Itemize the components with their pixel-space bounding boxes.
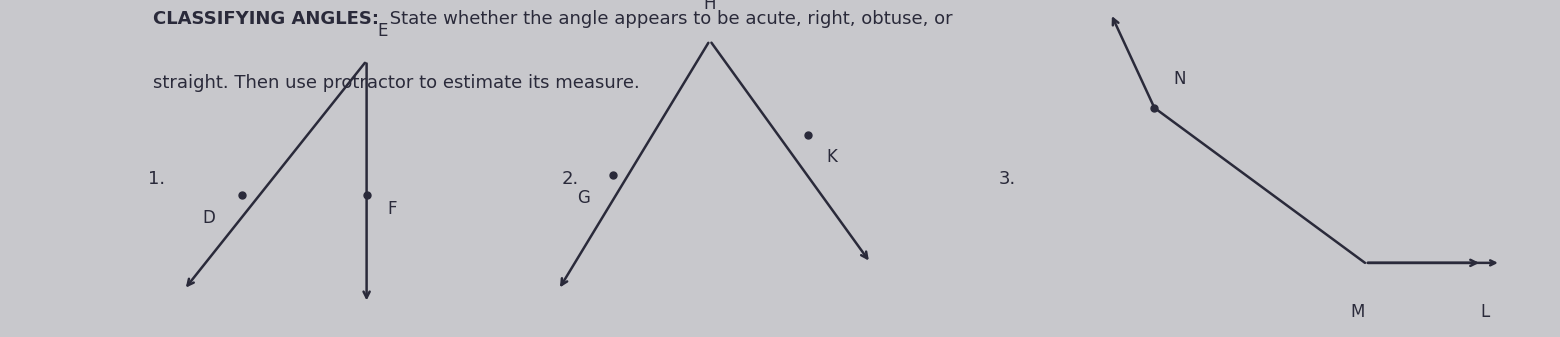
Text: 3.: 3. [998,170,1016,188]
Text: D: D [203,209,215,227]
Text: M: M [1349,303,1365,321]
Text: K: K [827,148,838,166]
Text: 1.: 1. [148,170,165,188]
Text: F: F [387,200,396,218]
Text: G: G [577,189,590,207]
Text: straight. Then use protractor to estimate its measure.: straight. Then use protractor to estimat… [153,74,640,92]
Text: State whether the angle appears to be acute, right, obtuse, or: State whether the angle appears to be ac… [384,10,953,28]
Text: N: N [1173,70,1186,88]
Text: H: H [704,0,716,13]
Text: E: E [378,23,388,40]
Text: 2.: 2. [562,170,579,188]
Text: CLASSIFYING ANGLES:: CLASSIFYING ANGLES: [153,10,379,28]
Text: L: L [1480,303,1490,321]
